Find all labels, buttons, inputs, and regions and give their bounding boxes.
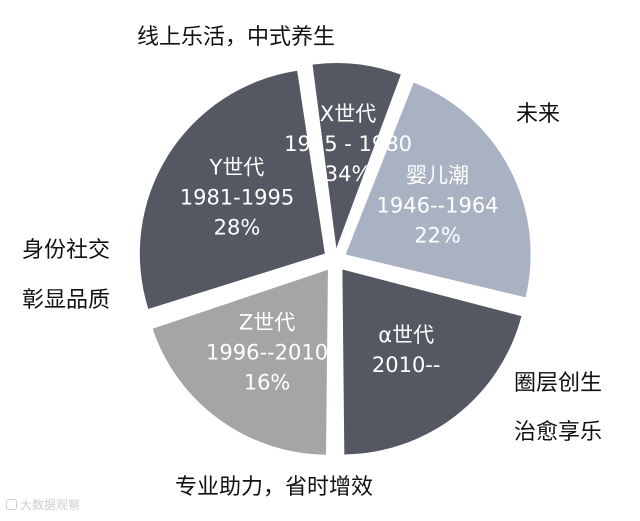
pie-slice-name-2: α世代 xyxy=(378,323,434,347)
pie-slice-value-5: 34% xyxy=(325,162,372,186)
pie-slice-4 xyxy=(139,70,325,309)
pie-slice-name-5: X世代 xyxy=(320,102,376,126)
annotation-healing-pleasure: 治愈享乐 xyxy=(514,420,603,445)
pie-slice-name-4: Y世代 xyxy=(209,156,265,180)
pie-slice-labels: 婴儿潮 1946--1964 22% α世代 2010-- Z世代 1996--2010 16… xyxy=(180,102,499,394)
annotation-professional-efficiency: 专业助力，省时增效 xyxy=(174,475,374,500)
pie-slice-years-5: 1965 - 1980 xyxy=(284,132,412,156)
watermark: 大数据观察 xyxy=(6,496,80,513)
pie-slice-1 xyxy=(345,82,531,298)
annotation-quality: 彰显品质 xyxy=(22,288,111,313)
pie-slice-years-1: 1946--1964 xyxy=(377,194,499,218)
watermark-text: 大数据观察 xyxy=(20,498,81,512)
annotation-circle-creation: 圈层创生 xyxy=(514,371,603,396)
annotation-identity-social: 身份社交 xyxy=(22,238,111,263)
pie-slice-name-3: Z世代 xyxy=(239,311,295,335)
pie-slice-value-1: 22% xyxy=(414,224,461,248)
pie-slice-5 xyxy=(312,63,401,249)
pie-slice-years-4: 1981-1995 xyxy=(180,186,294,210)
pie-slices xyxy=(139,63,531,455)
pie-slice-2 xyxy=(342,269,522,455)
annotation-online-wellness: 线上乐活，中式养生 xyxy=(136,25,336,50)
pie-slice-3 xyxy=(152,269,328,455)
annotation-future: 未来 xyxy=(516,102,561,127)
watermark-logo-icon xyxy=(6,499,17,510)
pie-slice-name-1: 婴儿潮 xyxy=(406,164,469,188)
pie-slice-years-3: 1996--2010 xyxy=(206,341,328,365)
pie-slice-value-4: 28% xyxy=(214,216,261,240)
pie-slice-years-2: 2010-- xyxy=(372,353,441,377)
pie-slice-value-3: 16% xyxy=(244,371,291,395)
